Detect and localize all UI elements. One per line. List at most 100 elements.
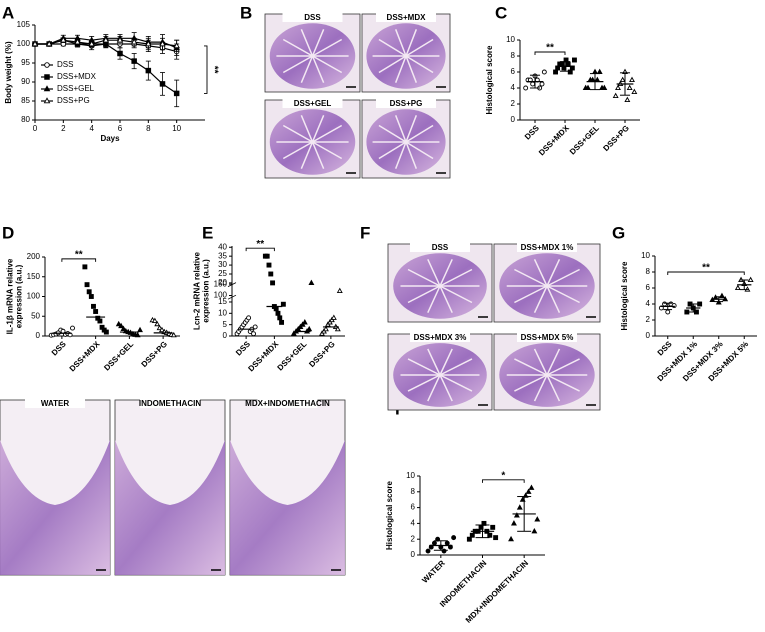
point <box>444 540 450 546</box>
y-tick-label: 90 <box>21 77 30 86</box>
crypt <box>311 55 325 83</box>
y-axis-label: Histological score <box>485 45 494 114</box>
significance-label: ** <box>702 263 710 274</box>
point <box>559 61 565 67</box>
legend-marker <box>44 62 50 68</box>
y-tick-label: 8 <box>646 267 651 276</box>
crypt <box>394 29 407 57</box>
significance-bracket <box>245 247 275 252</box>
y-tick-label: 95 <box>21 58 30 67</box>
legend-label: DSS+GEL <box>57 84 95 93</box>
point <box>629 76 635 83</box>
panel-letter: B <box>240 3 252 22</box>
y-tick-label: 0 <box>223 331 228 340</box>
y-tick-label: 15 <box>218 297 227 306</box>
point <box>534 516 541 522</box>
label-bg <box>376 99 436 108</box>
point <box>103 329 109 335</box>
micrograph-label: DSS+MDX <box>387 13 427 22</box>
panel-letter: E <box>202 223 213 242</box>
crypt <box>405 55 418 83</box>
y-tick-label: 0 <box>411 550 416 559</box>
tissue <box>230 440 345 575</box>
y-axis-label: IL-1β mRNA relative <box>6 258 15 334</box>
crypt <box>546 268 580 287</box>
y-tick-label: 8 <box>511 51 516 60</box>
point <box>425 548 431 554</box>
y-tick-label: 0 <box>646 331 651 340</box>
y-tick-label: 4 <box>411 519 416 528</box>
crypt <box>405 38 434 57</box>
point <box>334 325 341 332</box>
point <box>158 326 165 333</box>
point <box>322 325 329 332</box>
label-bg <box>517 243 577 252</box>
micrograph-label: DSS+PG <box>390 99 423 108</box>
tissue <box>0 440 110 575</box>
point <box>264 253 270 259</box>
y-axis-label: expression (a.u.) <box>15 264 24 328</box>
point <box>539 81 545 87</box>
point <box>565 61 571 67</box>
crypt <box>394 141 407 169</box>
point <box>631 88 638 95</box>
crypt <box>405 29 418 57</box>
point <box>466 536 472 542</box>
crypt <box>533 258 548 287</box>
point <box>156 324 163 331</box>
point <box>88 40 95 47</box>
label-bg <box>257 399 318 408</box>
point <box>31 40 39 47</box>
point <box>306 325 313 332</box>
point <box>662 301 667 307</box>
y-tick-label: 30 <box>218 260 227 269</box>
point <box>84 282 90 288</box>
point <box>173 42 180 49</box>
y-tick-label: 2 <box>646 315 651 324</box>
crypt <box>405 124 434 143</box>
point <box>541 69 547 75</box>
point <box>251 331 256 337</box>
crypt <box>300 29 314 57</box>
y-tick-label: 20 <box>218 278 227 287</box>
label-bg <box>140 399 200 408</box>
point <box>270 280 276 286</box>
y-tick-label: 105 <box>17 20 31 29</box>
point <box>131 58 137 64</box>
x-tick-label: DSS+GEL <box>102 339 135 372</box>
crypt <box>312 141 343 160</box>
y-axis-label: Histological score <box>620 261 629 330</box>
crypt <box>514 358 548 376</box>
crypt <box>282 55 313 74</box>
point <box>592 68 598 75</box>
point <box>530 81 536 87</box>
crypt <box>282 141 313 160</box>
crypt <box>378 124 407 143</box>
label-bg <box>282 13 343 22</box>
crypt <box>378 55 407 74</box>
crypt <box>407 268 441 287</box>
point <box>441 548 447 554</box>
y-tick-label: 2 <box>411 534 416 543</box>
point <box>91 303 96 309</box>
crypt <box>533 348 548 376</box>
x-tick-label: DSS <box>523 123 541 141</box>
point <box>516 504 523 510</box>
crypt <box>312 38 343 57</box>
point <box>130 38 138 45</box>
x-tick-label: 2 <box>61 124 66 133</box>
point <box>525 488 532 494</box>
point <box>137 326 143 333</box>
crypt <box>394 55 407 83</box>
point <box>523 85 529 91</box>
point <box>572 57 577 63</box>
crypt <box>405 115 418 143</box>
y-axis-label: Histological score <box>385 481 394 550</box>
y-tick-label: 0 <box>511 115 516 124</box>
crypt <box>546 285 561 314</box>
crypt <box>427 258 441 287</box>
x-tick-label: DSS <box>234 339 252 357</box>
y-tick-label: 50 <box>31 311 40 320</box>
point <box>88 294 94 299</box>
